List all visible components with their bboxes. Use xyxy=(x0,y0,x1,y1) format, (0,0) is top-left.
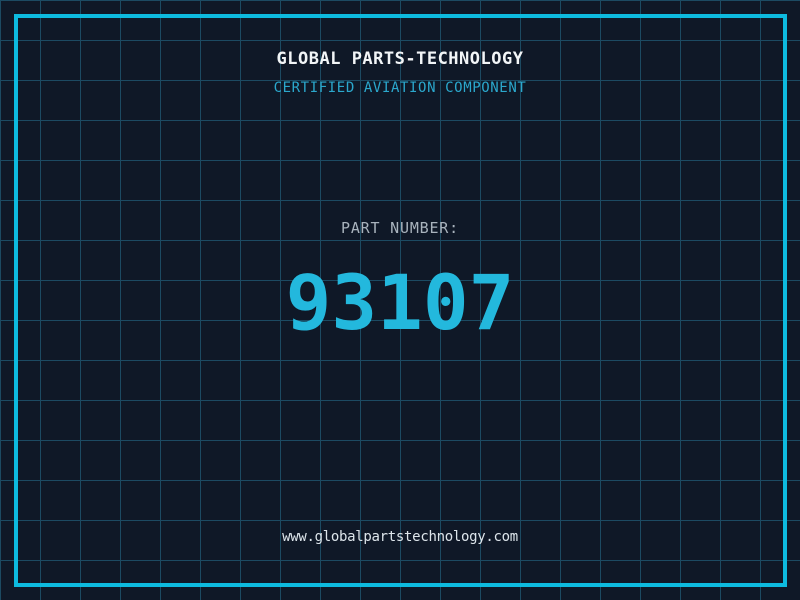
part-number-label: PART NUMBER: xyxy=(341,219,459,237)
certification-subtitle: CERTIFIED AVIATION COMPONENT xyxy=(273,80,527,96)
part-number-value: 93107 xyxy=(285,258,515,347)
website-url: www.globalpartstechnology.com xyxy=(282,529,518,545)
company-title: GLOBAL PARTS-TECHNOLOGY xyxy=(276,49,524,69)
blueprint-frame xyxy=(14,14,787,587)
